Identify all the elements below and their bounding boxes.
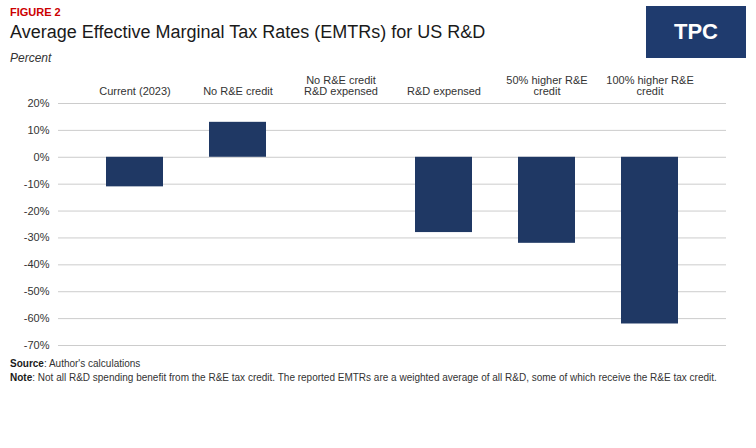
html-text:Average Effective Marginal Tax: Average Effective Marginal Tax Rates (EM…: [10, 22, 486, 42]
html-text:Note: Not all R&D spending ben: Note: Not all R&D spending benefit from …: [10, 371, 717, 383]
svg-text:50% higher R&Ecredit: 50% higher R&Ecredit: [506, 74, 587, 97]
html-text:Source: Author's calculations: Source: Author's calculations: [10, 358, 141, 369]
svg-text:No R&E creditR&D expensed: No R&E creditR&D expensed: [304, 74, 378, 97]
svg-text:-40%: -40%: [24, 258, 50, 270]
svg-text:R&D expensed: R&D expensed: [407, 85, 481, 97]
svg-text:No R&E credit: No R&E credit: [203, 85, 273, 97]
svg-text:-20%: -20%: [24, 205, 50, 217]
svg-text:-10%: -10%: [24, 178, 50, 190]
svg-text:-30%: -30%: [24, 231, 50, 243]
svg-text:100% higher R&Ecredit: 100% higher R&Ecredit: [606, 74, 693, 97]
svg-text:-60%: -60%: [24, 312, 50, 324]
svg-text:0%: 0%: [34, 151, 50, 163]
svg-text:Current (2023): Current (2023): [99, 85, 171, 97]
svg-text:20%: 20%: [27, 97, 49, 109]
html-text:Percent: Percent: [10, 51, 52, 65]
svg-text:-70%: -70%: [24, 339, 50, 351]
svg-text:-50%: -50%: [24, 285, 50, 297]
html-text:FIGURE 2: FIGURE 2: [10, 6, 61, 18]
svg-text:10%: 10%: [27, 124, 49, 136]
html-text:TPC: TPC: [674, 19, 718, 44]
